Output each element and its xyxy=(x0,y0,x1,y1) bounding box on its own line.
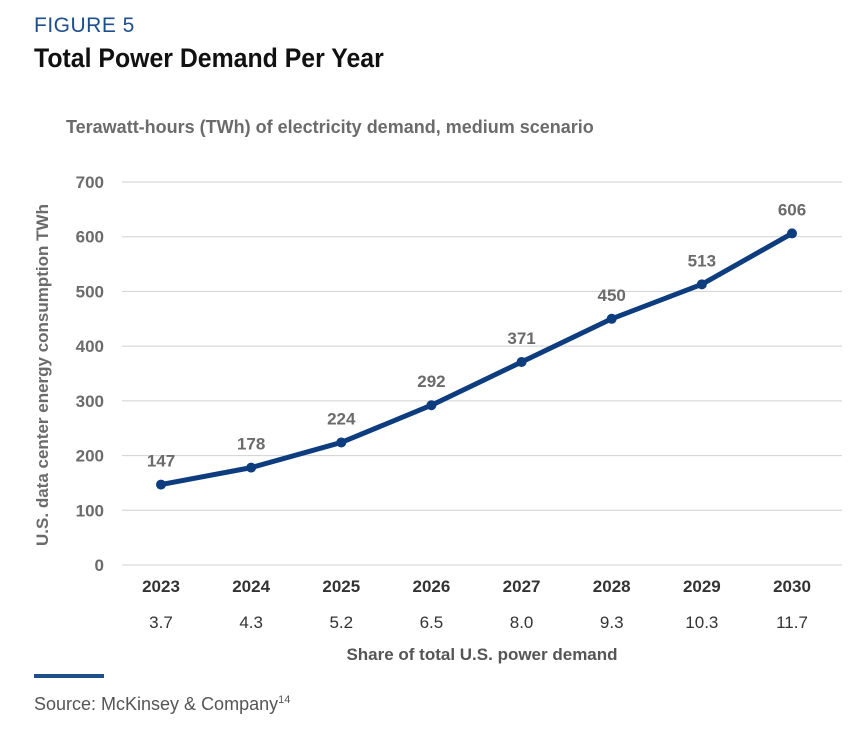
y-axis-ticks: 0 100 200 300 400 500 600 700 xyxy=(76,173,104,575)
data-label: 450 xyxy=(598,286,626,305)
data-point xyxy=(336,437,347,448)
share-value-label: 4.3 xyxy=(239,613,263,632)
data-label: 178 xyxy=(237,435,265,454)
x-tick-label: 2029 xyxy=(683,577,721,596)
y-tick-label: 200 xyxy=(76,447,104,466)
data-label: 513 xyxy=(688,251,716,270)
x-tick-label: 2026 xyxy=(413,577,451,596)
share-value-label: 10.3 xyxy=(685,613,718,632)
y-tick-label: 400 xyxy=(76,337,104,356)
share-value-label: 3.7 xyxy=(149,613,173,632)
source-text: Source: McKinsey & Company xyxy=(34,694,279,714)
data-point xyxy=(246,462,257,473)
share-value-label: 9.3 xyxy=(600,613,624,632)
data-labels: 147 178 224 292 371 450 513 606 xyxy=(147,200,806,470)
data-label: 147 xyxy=(147,452,175,471)
source-footnote-ref: 14 xyxy=(278,694,291,706)
source-divider xyxy=(34,674,104,678)
data-label: 371 xyxy=(507,329,535,348)
series-layer xyxy=(156,228,797,490)
x-axis-label: Share of total U.S. power demand xyxy=(346,645,618,664)
data-point xyxy=(426,400,437,411)
data-label: 606 xyxy=(778,200,806,219)
x-tick-label: 2023 xyxy=(142,577,180,596)
chart-subtitle: Terawatt-hours (TWh) of electricity dema… xyxy=(66,117,594,137)
figure-title: Total Power Demand Per Year xyxy=(34,43,384,73)
y-tick-label: 300 xyxy=(76,392,104,411)
y-tick-label: 100 xyxy=(76,501,104,520)
gridlines xyxy=(122,181,842,566)
series-line xyxy=(158,230,795,488)
share-value-label: 11.7 xyxy=(776,613,808,632)
x-tick-label: 2028 xyxy=(593,577,631,596)
data-label: 292 xyxy=(417,372,445,391)
data-point xyxy=(606,313,617,324)
y-tick-label: 500 xyxy=(76,282,104,301)
data-point xyxy=(156,479,166,490)
x-tick-label: 2024 xyxy=(232,577,270,596)
share-value-label: 6.5 xyxy=(420,613,444,632)
data-point xyxy=(696,279,707,290)
data-point xyxy=(516,357,527,368)
x-axis-categories: 2023 2024 2025 2026 2027 2028 2029 2030 xyxy=(142,577,811,596)
data-label: 224 xyxy=(327,409,356,428)
figure-label: FIGURE 5 xyxy=(34,14,135,37)
share-value-label: 8.0 xyxy=(510,613,534,632)
x-tick-label: 2025 xyxy=(322,577,360,596)
y-tick-label: 700 xyxy=(76,173,104,192)
x-tick-label: 2030 xyxy=(773,577,811,596)
source-note: Source: McKinsey & Company14 xyxy=(34,694,290,715)
x-tick-label: 2027 xyxy=(503,577,541,596)
y-tick-label: 600 xyxy=(76,228,104,247)
share-values: 3.7 4.3 5.2 6.5 8.0 9.3 10.3 11.7 xyxy=(149,613,808,632)
data-point xyxy=(787,228,797,239)
share-value-label: 5.2 xyxy=(329,613,353,632)
y-tick-label: 0 xyxy=(95,556,104,575)
